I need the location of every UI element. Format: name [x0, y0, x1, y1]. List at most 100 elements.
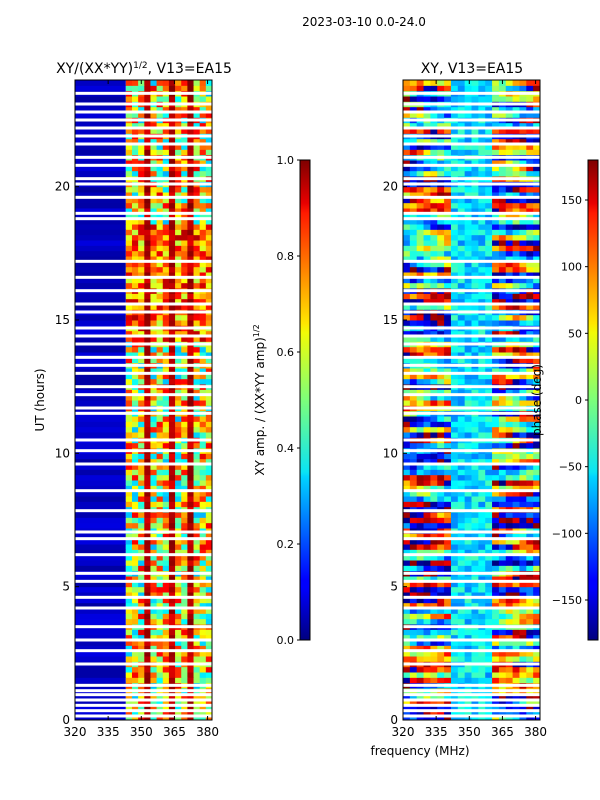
amp-cell — [199, 650, 207, 657]
phase-cell — [430, 416, 438, 422]
phase-cell — [450, 96, 459, 102]
amp-cell — [193, 352, 201, 358]
phase-cell — [533, 426, 540, 433]
phase-cell — [492, 586, 500, 593]
phase-cell — [478, 597, 486, 604]
phase-cell — [423, 85, 431, 92]
amp-cell — [175, 432, 182, 438]
phase-cell — [519, 293, 527, 300]
amp-cell — [156, 586, 164, 593]
phase-cell — [512, 197, 520, 204]
phase-cell — [416, 549, 425, 556]
phase-cell — [512, 549, 520, 556]
phase-cell — [512, 656, 520, 662]
phase-cell — [498, 298, 507, 305]
phase-cell — [423, 538, 431, 545]
amp-cell — [156, 85, 164, 92]
phase-cell — [512, 693, 520, 700]
phase-blank-row — [403, 638, 540, 642]
phase-cell — [444, 368, 452, 374]
amp-cell — [125, 170, 133, 177]
amp-cell — [205, 517, 212, 524]
phase-cell — [485, 650, 493, 657]
amp-cell — [125, 389, 133, 396]
phase-cell — [464, 213, 472, 220]
phase-cell — [409, 650, 418, 657]
amp-cell — [162, 357, 170, 364]
phase-cell — [498, 469, 507, 476]
phase-cell — [464, 202, 472, 209]
amp-cell — [144, 138, 151, 145]
amp-cell — [199, 304, 207, 310]
amp-blank-row — [75, 355, 212, 359]
phase-cell — [464, 298, 472, 305]
amp-cell — [168, 298, 176, 305]
amp-cell — [144, 314, 151, 321]
amp-cell — [131, 442, 139, 449]
amp-cell — [138, 656, 145, 662]
amp-cell — [175, 202, 182, 209]
phase-cell — [457, 453, 466, 460]
phase-cell — [409, 218, 418, 225]
phase-cell — [519, 373, 527, 380]
phase-cell — [471, 629, 479, 636]
phase-cell — [409, 432, 418, 438]
phase-cell — [416, 458, 425, 465]
amp-cell — [175, 352, 182, 358]
phase-cell — [526, 421, 534, 428]
phase-cell — [409, 629, 418, 636]
phase-cell — [478, 389, 486, 396]
amp-cell — [199, 85, 207, 92]
amp-cell — [181, 666, 188, 673]
amp-cell — [168, 480, 176, 486]
phase-cell — [492, 426, 500, 433]
amp-blank-row — [75, 698, 212, 702]
phase-cell — [416, 128, 425, 134]
amp-cell — [75, 464, 126, 470]
amp-cell — [131, 576, 139, 582]
amp-blank-row — [75, 553, 212, 557]
amp-cell — [162, 677, 170, 684]
phase-cell — [485, 128, 493, 134]
phase-ytick-label: 10 — [383, 446, 398, 460]
phase-cell — [471, 250, 479, 257]
phase-cell — [505, 213, 514, 220]
amp-cell — [175, 672, 182, 678]
phase-cell — [478, 442, 486, 449]
amp-cell — [205, 208, 212, 214]
phase-cell — [478, 554, 486, 561]
amp-cell — [138, 240, 145, 246]
phase-cell — [409, 474, 418, 481]
phase-cell — [403, 229, 411, 236]
phase-cell — [478, 560, 486, 566]
amp-cell — [199, 224, 207, 230]
phase-cell — [430, 304, 438, 310]
amp-cell — [138, 677, 145, 684]
amp-cell — [125, 597, 133, 604]
phase-cell — [492, 576, 500, 582]
phase-cell — [492, 378, 500, 385]
phase-cell — [457, 192, 466, 198]
phase-cell — [492, 549, 500, 556]
phase-cell — [478, 224, 486, 230]
phase-cell — [423, 218, 431, 225]
amp-cell — [125, 656, 133, 662]
phase-cell — [492, 197, 500, 204]
amp-cell — [138, 346, 145, 353]
phase-cell — [471, 112, 479, 118]
amp-cell — [181, 197, 188, 204]
amp-cell — [205, 416, 212, 422]
amp-cell — [138, 282, 145, 289]
phase-cell — [485, 378, 493, 385]
phase-cell — [533, 618, 540, 625]
amp-cell — [138, 165, 145, 172]
phase-cell — [430, 709, 438, 716]
phase-cell — [492, 501, 500, 508]
phase-cell — [526, 656, 534, 662]
amp-cell — [175, 586, 182, 593]
amp-blank-row — [75, 438, 212, 442]
amp-cell — [168, 485, 176, 492]
phase-cell — [505, 613, 514, 620]
phase-cell — [485, 240, 493, 246]
amp-cell — [125, 293, 133, 300]
